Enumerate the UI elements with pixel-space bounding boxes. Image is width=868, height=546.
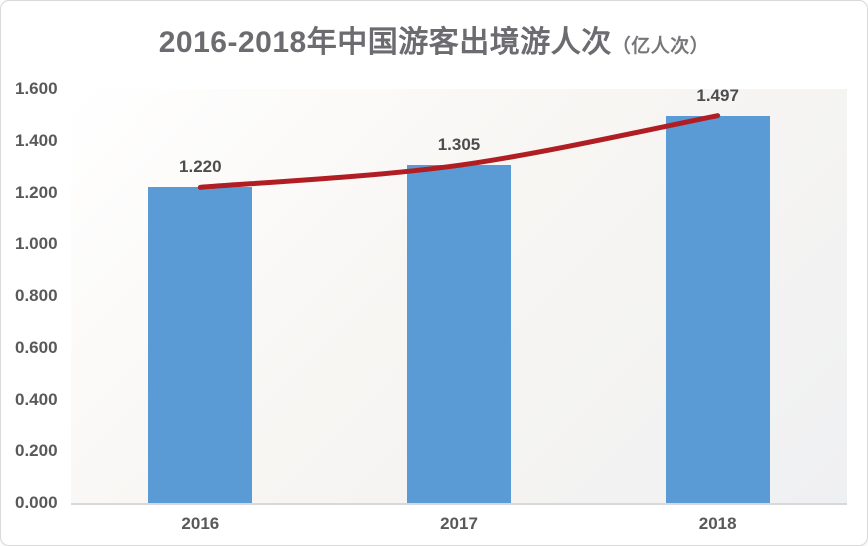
y-axis-label: 0.200: [15, 441, 58, 461]
chart-title-text: 2016-2018年中国游客出境游人次: [158, 26, 612, 59]
data-label-2016: 1.220: [179, 157, 222, 177]
y-axis-label: 1.200: [15, 182, 58, 202]
y-axis-label: 1.000: [15, 234, 58, 254]
y-axis-label: 0.800: [15, 286, 58, 305]
y-axis-label: 0.400: [15, 389, 58, 409]
data-label-2017: 1.305: [437, 135, 481, 155]
bar-2017: [407, 165, 511, 503]
bar-2018: [665, 115, 770, 503]
y-axis-label: 1.400: [15, 130, 58, 150]
y-axis-label: 1.600: [15, 79, 58, 98]
x-axis-label-2016: 2016: [181, 514, 220, 533]
x-axis-label-2018: 2018: [698, 514, 737, 533]
y-axis-label: 0.000: [15, 493, 58, 512]
data-label-2018: 1.497: [696, 85, 739, 105]
x-axis-label-2017: 2017: [440, 514, 478, 533]
chart-title-unit: （亿人次）: [611, 36, 710, 57]
x-axis-line: [71, 503, 847, 505]
y-axis-label: 0.600: [15, 337, 58, 357]
bar-2016: [148, 187, 253, 503]
chart-title: 2016-2018年中国游客出境游人次（亿人次）: [1, 23, 867, 67]
